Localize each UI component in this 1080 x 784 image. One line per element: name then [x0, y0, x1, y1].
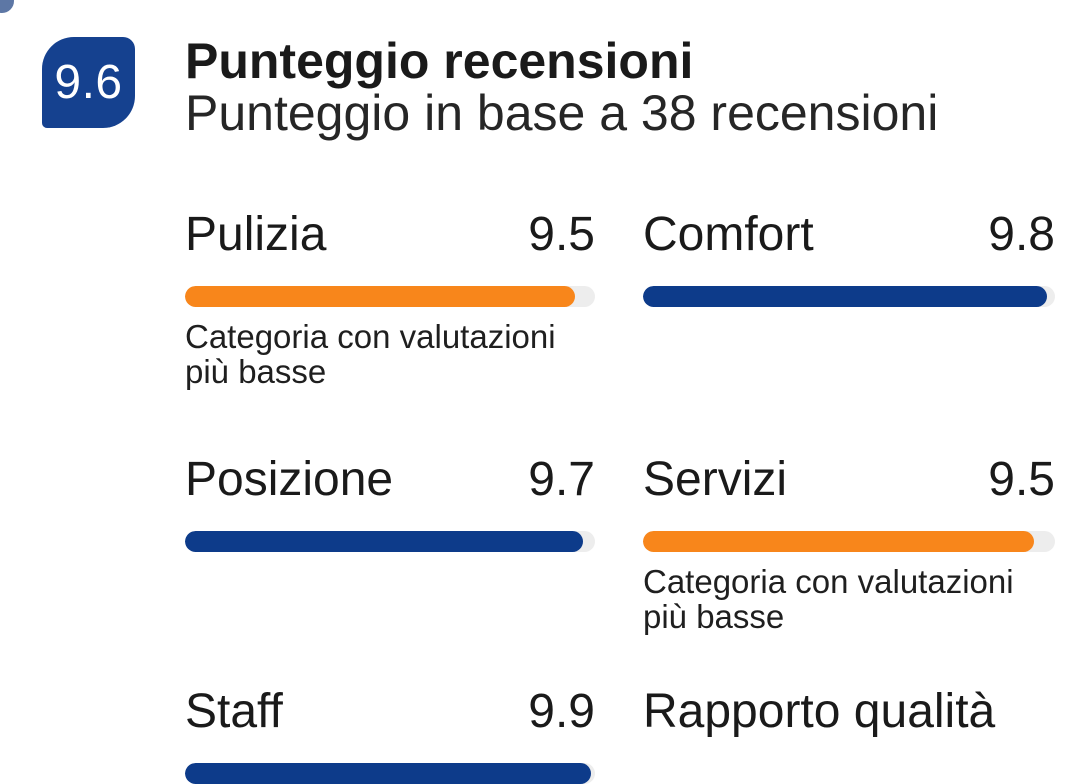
category-score: 9.8	[988, 208, 1055, 261]
category-score: 9.7	[528, 453, 595, 506]
category-score-item: Comfort 9.8	[643, 207, 1055, 307]
category-score-item: Servizi 9.5 Categoria con valutazioni pi…	[643, 452, 1055, 634]
review-count-subtitle: Punteggio in base a 38 recensioni	[185, 85, 939, 141]
category-scores-grid: Pulizia 9.5 Categoria con valutazioni pi…	[185, 207, 1055, 784]
category-label: Pulizia	[185, 208, 327, 261]
score-bar-track	[185, 531, 595, 552]
category-score-item: Staff 9.9	[185, 684, 595, 784]
category-score: 9.9	[528, 685, 595, 738]
score-bar-fill	[185, 286, 575, 307]
category-row: Posizione 9.7	[185, 452, 595, 508]
category-row: Comfort 9.8	[643, 207, 1055, 263]
score-bar-track	[185, 763, 595, 784]
score-bar-track	[643, 286, 1055, 307]
category-row: Rapporto qualità	[643, 684, 1055, 740]
category-label: Comfort	[643, 208, 814, 261]
page-title: Punteggio recensioni	[185, 33, 694, 89]
score-bar-fill	[185, 763, 591, 784]
category-score-item: Rapporto qualità	[643, 684, 1055, 740]
score-bar-track	[185, 286, 595, 307]
score-bar-fill	[643, 531, 1035, 552]
category-row: Staff 9.9	[185, 684, 595, 740]
category-label: Posizione	[185, 453, 394, 506]
category-label: Rapporto qualità	[643, 685, 996, 738]
category-score: 9.5	[528, 208, 595, 261]
category-label: Servizi	[643, 453, 788, 506]
review-score-panel: 9.6 Punteggio recensioni Punteggio in ba…	[0, 0, 1055, 784]
score-bar-fill	[643, 286, 1047, 307]
category-score-item: Pulizia 9.5 Categoria con valutazioni pi…	[185, 207, 595, 389]
category-score-item: Posizione 9.7	[185, 452, 595, 552]
score-bar-fill	[185, 531, 583, 552]
category-row: Pulizia 9.5	[185, 207, 595, 263]
category-score: 9.5	[988, 453, 1055, 506]
overall-score-badge: 9.6	[42, 37, 135, 128]
category-label: Staff	[185, 685, 283, 738]
category-row: Servizi 9.5	[643, 452, 1055, 508]
score-bar-track	[643, 531, 1055, 552]
category-lowest-note: Categoria con valutazioni più basse	[643, 563, 1014, 635]
category-lowest-note: Categoria con valutazioni più basse	[185, 318, 556, 390]
